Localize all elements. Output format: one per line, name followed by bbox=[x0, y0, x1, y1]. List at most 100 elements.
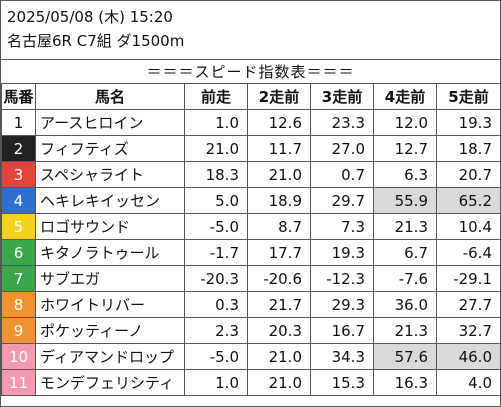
speed-index-cell: 12.0 bbox=[373, 109, 437, 136]
col-header-3-races-ago: 3走前 bbox=[310, 83, 374, 110]
speed-index-cell: 32.7 bbox=[436, 317, 501, 344]
table-row: 6 キタノラトゥール -1.7 17.7 19.3 6.7 -6.4 bbox=[1, 239, 501, 266]
speed-index-cell: 21.0 bbox=[184, 135, 248, 162]
speed-index-cell: 21.7 bbox=[247, 291, 311, 318]
race-datetime: 2025/05/08 (木) 15:20 bbox=[7, 8, 173, 26]
speed-index-cell: 21.0 bbox=[247, 161, 311, 188]
speed-index-cell: 11.7 bbox=[247, 135, 311, 162]
speed-index-table: 馬番 馬名 前走 2走前 3走前 4走前 5走前 1 アースヒロイン 1.0 12.6… bbox=[1, 83, 501, 396]
col-header-4-races-ago: 4走前 bbox=[373, 83, 437, 110]
speed-index-cell: 1.0 bbox=[184, 369, 248, 396]
horse-name-cell: モンデフェリシティ bbox=[35, 369, 185, 396]
table-row: 8 ホワイトリバー 0.3 21.7 29.3 36.0 27.7 bbox=[1, 291, 501, 318]
speed-index-cell: 21.3 bbox=[373, 213, 437, 240]
table-row: 4 ヘキレキイッセン 5.0 18.9 29.7 55.9 65.2 bbox=[1, 187, 501, 214]
speed-index-cell: 5.0 bbox=[184, 187, 248, 214]
table-row: 9 ポケッティーノ 2.3 20.3 16.7 21.3 32.7 bbox=[1, 317, 501, 344]
speed-index-cell: -20.6 bbox=[247, 265, 311, 292]
horse-number-cell: 9 bbox=[1, 317, 36, 344]
horse-name-cell: ホワイトリバー bbox=[35, 291, 185, 318]
speed-index-cell: 10.4 bbox=[436, 213, 501, 240]
table-row: 1 アースヒロイン 1.0 12.6 23.3 12.0 19.3 bbox=[1, 109, 501, 136]
speed-index-cell: 1.0 bbox=[184, 109, 248, 136]
horse-name-cell: ポケッティーノ bbox=[35, 317, 185, 344]
speed-index-cell: 29.7 bbox=[310, 187, 374, 214]
speed-index-cell: 4.0 bbox=[436, 369, 501, 396]
speed-index-cell: 16.3 bbox=[373, 369, 437, 396]
speed-index-cell: 16.7 bbox=[310, 317, 374, 344]
speed-index-cell: 34.3 bbox=[310, 343, 374, 370]
speed-index-cell: 27.0 bbox=[310, 135, 374, 162]
speed-index-cell: 57.6 bbox=[373, 343, 437, 370]
speed-index-cell: -6.4 bbox=[436, 239, 501, 266]
horse-name-cell: ロゴサウンド bbox=[35, 213, 185, 240]
speed-index-cell: -12.3 bbox=[310, 265, 374, 292]
speed-index-cell: 0.3 bbox=[184, 291, 248, 318]
speed-index-cell: 18.9 bbox=[247, 187, 311, 214]
speed-index-cell: 15.3 bbox=[310, 369, 374, 396]
speed-index-cell: -5.0 bbox=[184, 343, 248, 370]
horse-number-cell: 4 bbox=[1, 187, 36, 214]
col-header-horse-name: 馬名 bbox=[35, 83, 185, 110]
speed-index-cell: 0.7 bbox=[310, 161, 374, 188]
speed-index-cell: 29.3 bbox=[310, 291, 374, 318]
speed-index-cell: 55.9 bbox=[373, 187, 437, 214]
speed-index-cell: 19.3 bbox=[310, 239, 374, 266]
race-info: 名古屋6R C7組 ダ1500m bbox=[7, 32, 185, 50]
speed-index-cell: 6.7 bbox=[373, 239, 437, 266]
speed-index-cell: 46.0 bbox=[436, 343, 501, 370]
table-header-row: 馬番 馬名 前走 2走前 3走前 4走前 5走前 bbox=[1, 83, 501, 110]
horse-number-cell: 11 bbox=[1, 369, 36, 396]
horse-number-cell: 10 bbox=[1, 343, 36, 370]
speed-index-cell: 19.3 bbox=[436, 109, 501, 136]
speed-index-cell: 2.3 bbox=[184, 317, 248, 344]
horse-name-cell: ディアマンドロップ bbox=[35, 343, 185, 370]
speed-index-cell: 21.0 bbox=[247, 369, 311, 396]
horse-name-cell: フィフティズ bbox=[35, 135, 185, 162]
speed-index-cell: 12.7 bbox=[373, 135, 437, 162]
horse-name-cell: ヘキレキイッセン bbox=[35, 187, 185, 214]
speed-index-cell: -29.1 bbox=[436, 265, 501, 292]
speed-index-cell: 36.0 bbox=[373, 291, 437, 318]
horse-number-cell: 5 bbox=[1, 213, 36, 240]
col-header-2-races-ago: 2走前 bbox=[247, 83, 311, 110]
speed-index-cell: 6.3 bbox=[373, 161, 437, 188]
speed-index-cell: 27.7 bbox=[436, 291, 501, 318]
horse-number-cell: 3 bbox=[1, 161, 36, 188]
horse-number-cell: 2 bbox=[1, 135, 36, 162]
speed-index-cell: -1.7 bbox=[184, 239, 248, 266]
col-header-last-race: 前走 bbox=[184, 83, 248, 110]
table-row: 11 モンデフェリシティ 1.0 21.0 15.3 16.3 4.0 bbox=[1, 369, 501, 396]
speed-index-cell: -5.0 bbox=[184, 213, 248, 240]
horse-name-cell: スペシャライト bbox=[35, 161, 185, 188]
table-row: 2 フィフティズ 21.0 11.7 27.0 12.7 18.7 bbox=[1, 135, 501, 162]
table-title: ＝＝＝スピード指数表＝＝＝ bbox=[1, 59, 500, 84]
speed-index-cell: 18.3 bbox=[184, 161, 248, 188]
speed-index-cell: 21.0 bbox=[247, 343, 311, 370]
table-row: 7 サブエガ -20.3 -20.6 -12.3 -7.6 -29.1 bbox=[1, 265, 501, 292]
speed-index-cell: 65.2 bbox=[436, 187, 501, 214]
speed-index-cell: -20.3 bbox=[184, 265, 248, 292]
speed-index-cell: 18.7 bbox=[436, 135, 501, 162]
speed-index-cell: 23.3 bbox=[310, 109, 374, 136]
horse-name-cell: サブエガ bbox=[35, 265, 185, 292]
table-row: 3 スペシャライト 18.3 21.0 0.7 6.3 20.7 bbox=[1, 161, 501, 188]
speed-index-cell: 7.3 bbox=[310, 213, 374, 240]
horse-name-cell: キタノラトゥール bbox=[35, 239, 185, 266]
horse-number-cell: 7 bbox=[1, 265, 36, 292]
horse-number-cell: 1 bbox=[1, 109, 36, 136]
horse-number-cell: 8 bbox=[1, 291, 36, 318]
speed-index-cell: 8.7 bbox=[247, 213, 311, 240]
speed-index-cell: -7.6 bbox=[373, 265, 437, 292]
speed-index-cell: 20.7 bbox=[436, 161, 501, 188]
col-header-number: 馬番 bbox=[1, 83, 36, 110]
horse-name-cell: アースヒロイン bbox=[35, 109, 185, 136]
speed-index-cell: 17.7 bbox=[247, 239, 311, 266]
table-row: 10 ディアマンドロップ -5.0 21.0 34.3 57.6 46.0 bbox=[1, 343, 501, 370]
speed-index-cell: 12.6 bbox=[247, 109, 311, 136]
speed-index-cell: 21.3 bbox=[373, 317, 437, 344]
col-header-5-races-ago: 5走前 bbox=[436, 83, 501, 110]
table-row: 5 ロゴサウンド -5.0 8.7 7.3 21.3 10.4 bbox=[1, 213, 501, 240]
speed-index-cell: 20.3 bbox=[247, 317, 311, 344]
